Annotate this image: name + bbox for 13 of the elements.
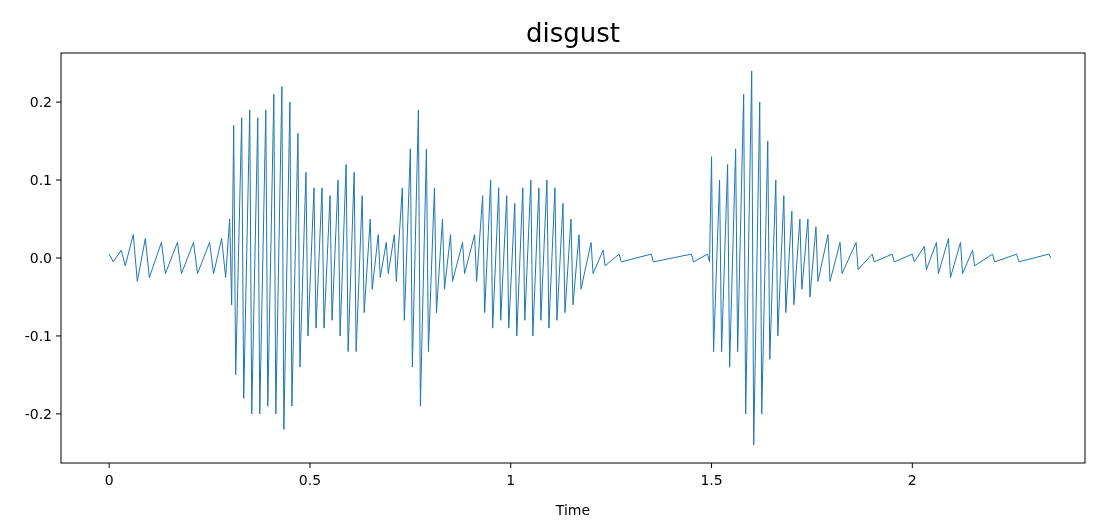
- chart-title: disgust: [526, 18, 620, 48]
- y-tick-label: 0.2: [29, 94, 52, 111]
- y-tick-label: 0.1: [29, 172, 52, 189]
- y-tick-label: -0.2: [24, 405, 52, 422]
- x-tick-label: 1.5: [700, 472, 723, 488]
- x-tick-label: 0.5: [298, 472, 322, 488]
- y-tick-label: -0.1: [24, 327, 52, 344]
- x-tick-label: 2: [907, 472, 917, 488]
- x-tick-label: 1: [506, 472, 516, 488]
- x-axis-title: Time: [554, 502, 591, 518]
- line-series: [108, 70, 1052, 446]
- y-tick-label: 0.0: [29, 250, 52, 266]
- x-tick-label: 0: [104, 472, 114, 488]
